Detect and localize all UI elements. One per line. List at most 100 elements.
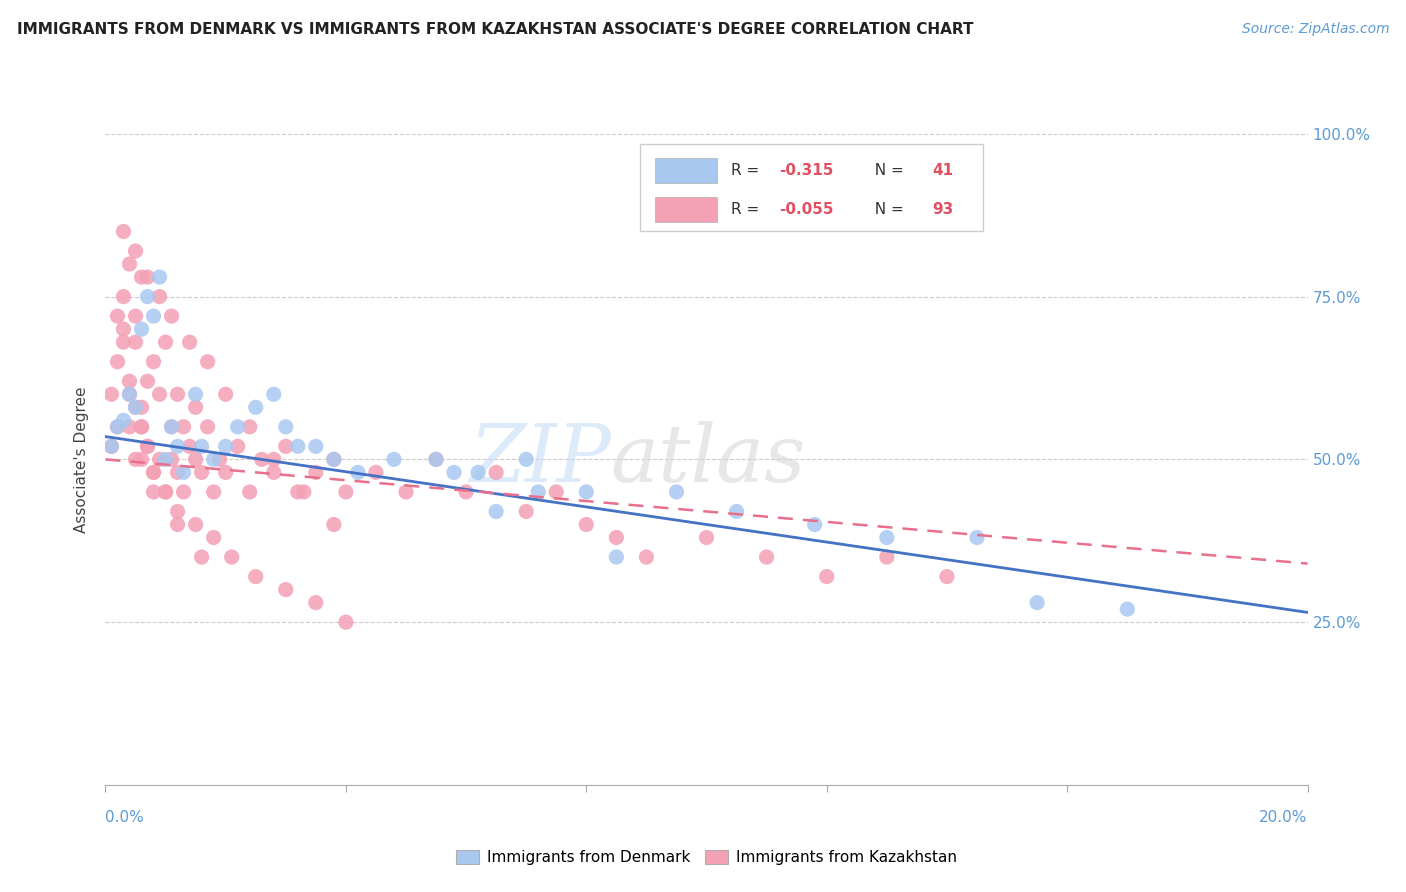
Point bbox=[274, 420, 297, 434]
Point bbox=[179, 335, 201, 350]
Point bbox=[443, 466, 465, 480]
Point bbox=[160, 452, 183, 467]
Point bbox=[173, 420, 195, 434]
Point bbox=[214, 387, 236, 401]
Point bbox=[166, 466, 188, 480]
Point bbox=[263, 452, 285, 467]
Point bbox=[136, 374, 159, 388]
Text: ZIP: ZIP bbox=[468, 421, 610, 498]
Point bbox=[605, 531, 627, 545]
Point bbox=[131, 401, 153, 415]
Point bbox=[118, 257, 141, 271]
Point bbox=[136, 289, 159, 303]
Point bbox=[665, 485, 688, 500]
Point bbox=[124, 401, 146, 415]
Point bbox=[155, 452, 177, 467]
Point bbox=[148, 387, 170, 401]
Point bbox=[100, 439, 122, 453]
Point bbox=[148, 289, 170, 303]
Text: 20.0%: 20.0% bbox=[1260, 810, 1308, 825]
Point bbox=[287, 439, 309, 453]
Point bbox=[166, 504, 188, 518]
Point bbox=[148, 452, 170, 467]
Point bbox=[160, 420, 183, 434]
Text: 93: 93 bbox=[932, 202, 953, 217]
Point bbox=[118, 387, 141, 401]
Point bbox=[208, 452, 231, 467]
Point bbox=[184, 517, 207, 532]
Point bbox=[190, 466, 212, 480]
Point bbox=[124, 309, 146, 323]
Text: R =: R = bbox=[731, 202, 763, 217]
Y-axis label: Associate's Degree: Associate's Degree bbox=[75, 386, 90, 533]
Point bbox=[112, 335, 135, 350]
Point bbox=[214, 439, 236, 453]
Point bbox=[100, 439, 122, 453]
Point bbox=[131, 420, 153, 434]
Point bbox=[107, 309, 129, 323]
Point bbox=[112, 322, 135, 336]
Point bbox=[124, 452, 146, 467]
Point bbox=[876, 549, 898, 565]
Point bbox=[160, 309, 183, 323]
Point bbox=[322, 452, 344, 467]
Text: -0.315: -0.315 bbox=[779, 162, 832, 178]
Point bbox=[190, 549, 212, 565]
Point bbox=[515, 504, 537, 518]
Point bbox=[124, 401, 146, 415]
Point bbox=[142, 355, 165, 369]
Point bbox=[124, 335, 146, 350]
Point bbox=[214, 466, 236, 480]
Point bbox=[292, 485, 315, 500]
Point bbox=[274, 582, 297, 597]
Point bbox=[155, 485, 177, 500]
Point bbox=[155, 335, 177, 350]
Point bbox=[136, 270, 159, 285]
Point bbox=[305, 596, 328, 610]
Point bbox=[107, 355, 129, 369]
Point bbox=[142, 485, 165, 500]
Point bbox=[173, 485, 195, 500]
Point bbox=[467, 466, 489, 480]
Point bbox=[155, 485, 177, 500]
Point bbox=[546, 485, 568, 500]
Point bbox=[725, 504, 748, 518]
Point bbox=[184, 452, 207, 467]
Point bbox=[142, 466, 165, 480]
Point bbox=[202, 531, 225, 545]
Point bbox=[347, 466, 370, 480]
Point bbox=[179, 439, 201, 453]
Point bbox=[184, 387, 207, 401]
Point bbox=[485, 504, 508, 518]
Point bbox=[696, 531, 718, 545]
Point bbox=[250, 452, 273, 467]
Point bbox=[966, 531, 988, 545]
Point bbox=[202, 452, 225, 467]
Point bbox=[166, 439, 188, 453]
Text: -0.055: -0.055 bbox=[779, 202, 834, 217]
Point bbox=[142, 466, 165, 480]
Point bbox=[335, 485, 357, 500]
Point bbox=[131, 452, 153, 467]
Text: N =: N = bbox=[865, 162, 908, 178]
Point bbox=[815, 569, 838, 583]
Point bbox=[575, 517, 598, 532]
Point bbox=[166, 387, 188, 401]
Point bbox=[239, 485, 262, 500]
Point bbox=[112, 413, 135, 427]
Point bbox=[118, 387, 141, 401]
Point bbox=[485, 466, 508, 480]
Point bbox=[876, 531, 898, 545]
Legend: Immigrants from Denmark, Immigrants from Kazakhstan: Immigrants from Denmark, Immigrants from… bbox=[456, 850, 957, 865]
Point bbox=[755, 549, 778, 565]
Point bbox=[527, 485, 550, 500]
Point bbox=[142, 309, 165, 323]
Point bbox=[100, 387, 122, 401]
Point bbox=[263, 387, 285, 401]
Point bbox=[148, 270, 170, 285]
Point bbox=[274, 439, 297, 453]
Point bbox=[803, 517, 825, 532]
Point bbox=[636, 549, 658, 565]
Point bbox=[305, 466, 328, 480]
Point bbox=[131, 322, 153, 336]
